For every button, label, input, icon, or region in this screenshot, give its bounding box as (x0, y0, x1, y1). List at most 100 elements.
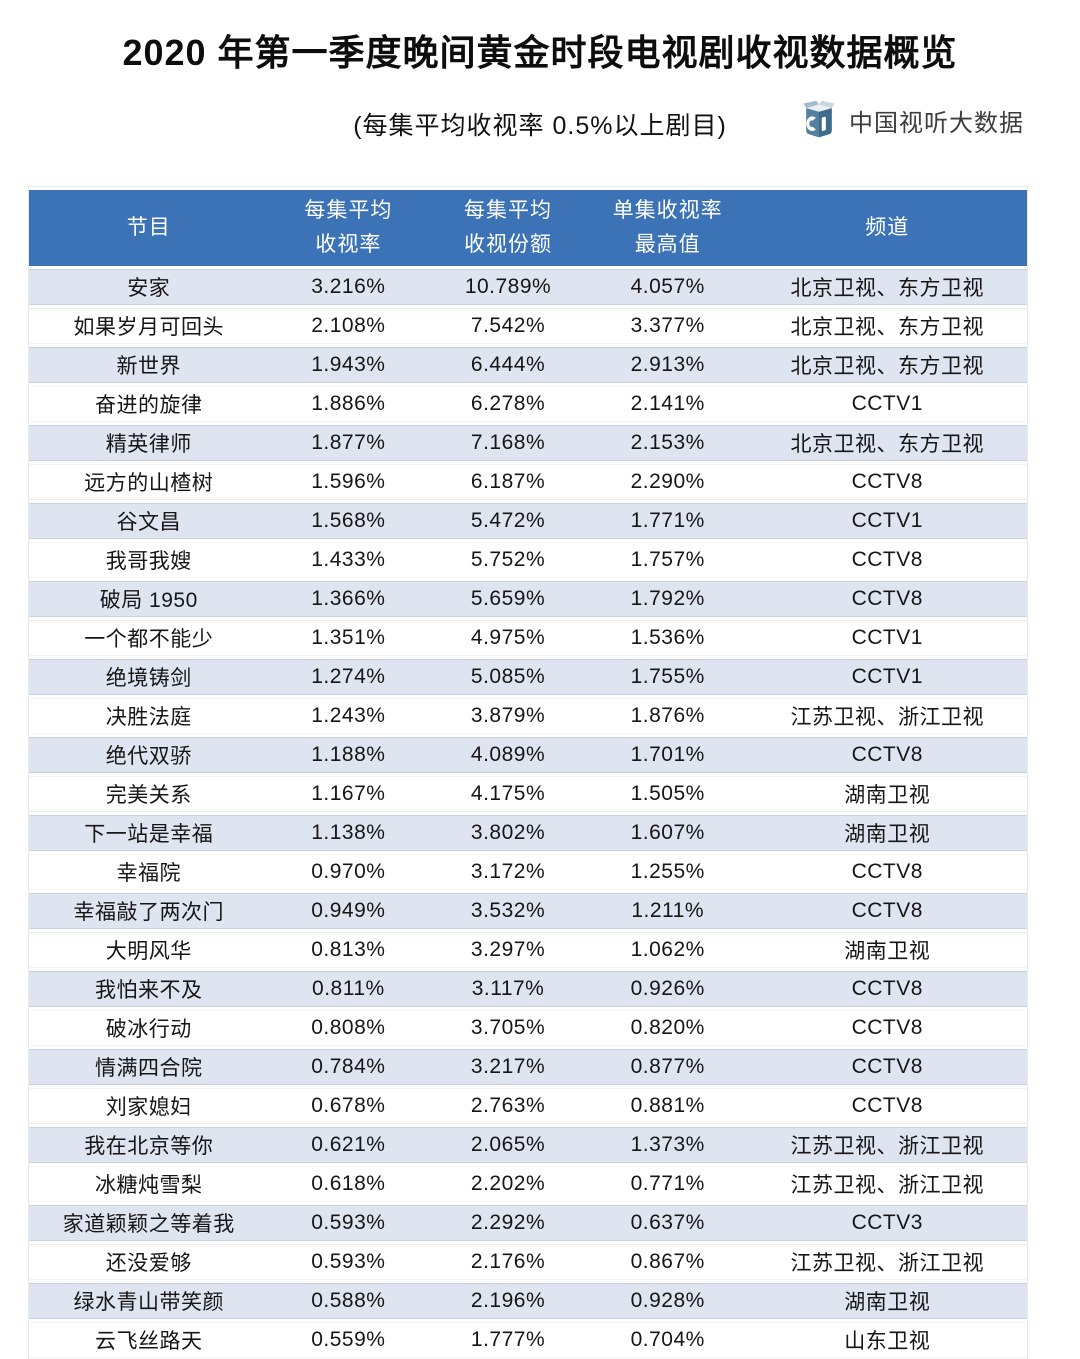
channel-cell: CCTV8 (747, 1010, 1027, 1046)
avg-share-cell: 2.196% (428, 1283, 588, 1319)
table-row: 谷文昌 1.568% 5.472% 1.771% CCTV1 (29, 503, 1027, 539)
max-rating-cell: 1.373% (587, 1127, 748, 1163)
channel-cell: CCTV8 (747, 542, 1027, 578)
header-avg-rating: 每集平均 收视率 (268, 190, 429, 266)
program-cell: 家道颖颖之等着我 (29, 1205, 269, 1241)
program-cell: 冰糖炖雪梨 (29, 1166, 269, 1202)
table-row: 破冰行动 0.808% 3.705% 0.820% CCTV8 (29, 1010, 1027, 1046)
max-rating-cell: 1.755% (587, 659, 748, 695)
table-row: 决胜法庭 1.243% 3.879% 1.876% 江苏卫视、浙江卫视 (29, 698, 1027, 734)
table-row: 我哥我嫂 1.433% 5.752% 1.757% CCTV8 (29, 542, 1027, 578)
avg-rating-cell: 0.949% (268, 893, 429, 929)
table-row: 远方的山楂树 1.596% 6.187% 2.290% CCTV8 (29, 464, 1027, 500)
table-row: 绝代双骄 1.188% 4.089% 1.701% CCTV8 (29, 737, 1027, 773)
avg-rating-cell: 1.167% (268, 776, 429, 812)
max-rating-cell: 4.057% (587, 269, 748, 305)
max-rating-cell: 1.876% (587, 698, 748, 734)
channel-cell: CCTV8 (747, 581, 1027, 617)
header-avg-share-line2: 收视份额 (464, 233, 553, 256)
program-cell: 大明风华 (29, 932, 269, 968)
header-avg-rating-line2: 收视率 (315, 233, 382, 256)
channel-cell: 山东卫视 (747, 1322, 1027, 1358)
ratings-table: 节目 每集平均 收视率 每集平均 收视份额 单集收视率 最高值 频道 (28, 186, 1028, 1359)
table-row: 完美关系 1.167% 4.175% 1.505% 湖南卫视 (29, 776, 1027, 812)
avg-share-cell: 2.292% (428, 1205, 588, 1241)
program-cell: 安家 (29, 269, 269, 305)
avg-share-cell: 3.217% (428, 1049, 588, 1085)
channel-cell: 湖南卫视 (747, 815, 1027, 851)
program-cell: 我怕来不及 (29, 971, 269, 1007)
program-cell: 奋进的旋律 (29, 386, 269, 422)
table-row: 绝境铸剑 1.274% 5.085% 1.755% CCTV1 (29, 659, 1027, 695)
header-channel-line1: 频道 (865, 216, 910, 240)
channel-cell: CCTV3 (747, 1205, 1027, 1241)
channel-cell: CCTV1 (747, 503, 1027, 539)
avg-rating-cell: 0.784% (268, 1049, 429, 1085)
program-cell: 绝代双骄 (29, 737, 269, 773)
avg-rating-cell: 0.621% (268, 1127, 429, 1163)
table-row: 一个都不能少 1.351% 4.975% 1.536% CCTV1 (29, 620, 1027, 656)
avg-share-cell: 3.705% (428, 1010, 588, 1046)
program-cell: 云飞丝路天 (29, 1322, 269, 1358)
program-cell: 下一站是幸福 (29, 815, 269, 851)
avg-rating-cell: 0.588% (268, 1283, 429, 1319)
table-row: 新世界 1.943% 6.444% 2.913% 北京卫视、东方卫视 (29, 347, 1027, 383)
table-row: 家道颖颖之等着我 0.593% 2.292% 0.637% CCTV3 (29, 1205, 1027, 1241)
channel-cell: CCTV8 (747, 737, 1027, 773)
avg-share-cell: 7.542% (428, 308, 588, 344)
avg-share-cell: 6.187% (428, 464, 588, 500)
max-rating-cell: 0.877% (587, 1049, 748, 1085)
program-cell: 精英律师 (29, 425, 269, 461)
program-cell: 我在北京等你 (29, 1127, 269, 1163)
channel-cell: CCTV8 (747, 893, 1027, 929)
avg-rating-cell: 1.366% (268, 581, 429, 617)
avg-rating-cell: 1.568% (268, 503, 429, 539)
max-rating-cell: 0.867% (587, 1244, 748, 1280)
avg-rating-cell: 3.216% (268, 269, 429, 305)
max-rating-cell: 0.881% (587, 1088, 748, 1124)
max-rating-cell: 0.771% (587, 1166, 748, 1202)
program-cell: 幸福院 (29, 854, 269, 890)
avg-share-cell: 2.202% (428, 1166, 588, 1202)
avg-rating-cell: 0.813% (268, 932, 429, 968)
max-rating-cell: 1.607% (587, 815, 748, 851)
header-avg-share-line1: 每集平均 (464, 199, 553, 223)
program-cell: 破局 1950 (29, 581, 269, 617)
avg-rating-cell: 0.808% (268, 1010, 429, 1046)
program-cell: 绝境铸剑 (29, 659, 269, 695)
avg-share-cell: 3.117% (428, 971, 588, 1007)
program-cell: 如果岁月可回头 (29, 308, 269, 344)
avg-share-cell: 3.532% (428, 893, 588, 929)
avg-rating-cell: 0.970% (268, 854, 429, 890)
avg-rating-cell: 1.351% (268, 620, 429, 656)
avg-share-cell: 5.752% (428, 542, 588, 578)
channel-cell: 湖南卫视 (747, 932, 1027, 968)
channel-cell: 北京卫视、东方卫视 (747, 269, 1027, 305)
table-row: 安家 3.216% 10.789% 4.057% 北京卫视、东方卫视 (29, 269, 1027, 305)
table-row: 我怕来不及 0.811% 3.117% 0.926% CCTV8 (29, 971, 1027, 1007)
avg-share-cell: 3.802% (428, 815, 588, 851)
channel-cell: CCTV1 (747, 659, 1027, 695)
channel-cell: 北京卫视、东方卫视 (747, 308, 1027, 344)
max-rating-cell: 1.536% (587, 620, 748, 656)
avg-share-cell: 4.089% (428, 737, 588, 773)
program-cell: 谷文昌 (29, 503, 269, 539)
header-program-line1: 节目 (126, 216, 171, 240)
channel-cell: CCTV8 (747, 464, 1027, 500)
max-rating-cell: 2.141% (587, 386, 748, 422)
program-cell: 绿水青山带笑颜 (29, 1283, 269, 1319)
avg-rating-cell: 0.559% (268, 1322, 429, 1358)
avg-rating-cell: 0.593% (268, 1244, 429, 1280)
avg-share-cell: 3.172% (428, 854, 588, 890)
avg-rating-cell: 2.108% (268, 308, 429, 344)
logo: 中国视听大数据 (797, 98, 1024, 142)
channel-cell: 湖南卫视 (747, 776, 1027, 812)
table-row: 奋进的旋律 1.886% 6.278% 2.141% CCTV1 (29, 386, 1027, 422)
max-rating-cell: 1.701% (587, 737, 748, 773)
table-row: 幸福院 0.970% 3.172% 1.255% CCTV8 (29, 854, 1027, 890)
table-row: 冰糖炖雪梨 0.618% 2.202% 0.771% 江苏卫视、浙江卫视 (29, 1166, 1027, 1202)
avg-rating-cell: 1.886% (268, 386, 429, 422)
max-rating-cell: 2.153% (587, 425, 748, 461)
avg-rating-cell: 1.596% (268, 464, 429, 500)
table-row: 刘家媳妇 0.678% 2.763% 0.881% CCTV8 (29, 1088, 1027, 1124)
